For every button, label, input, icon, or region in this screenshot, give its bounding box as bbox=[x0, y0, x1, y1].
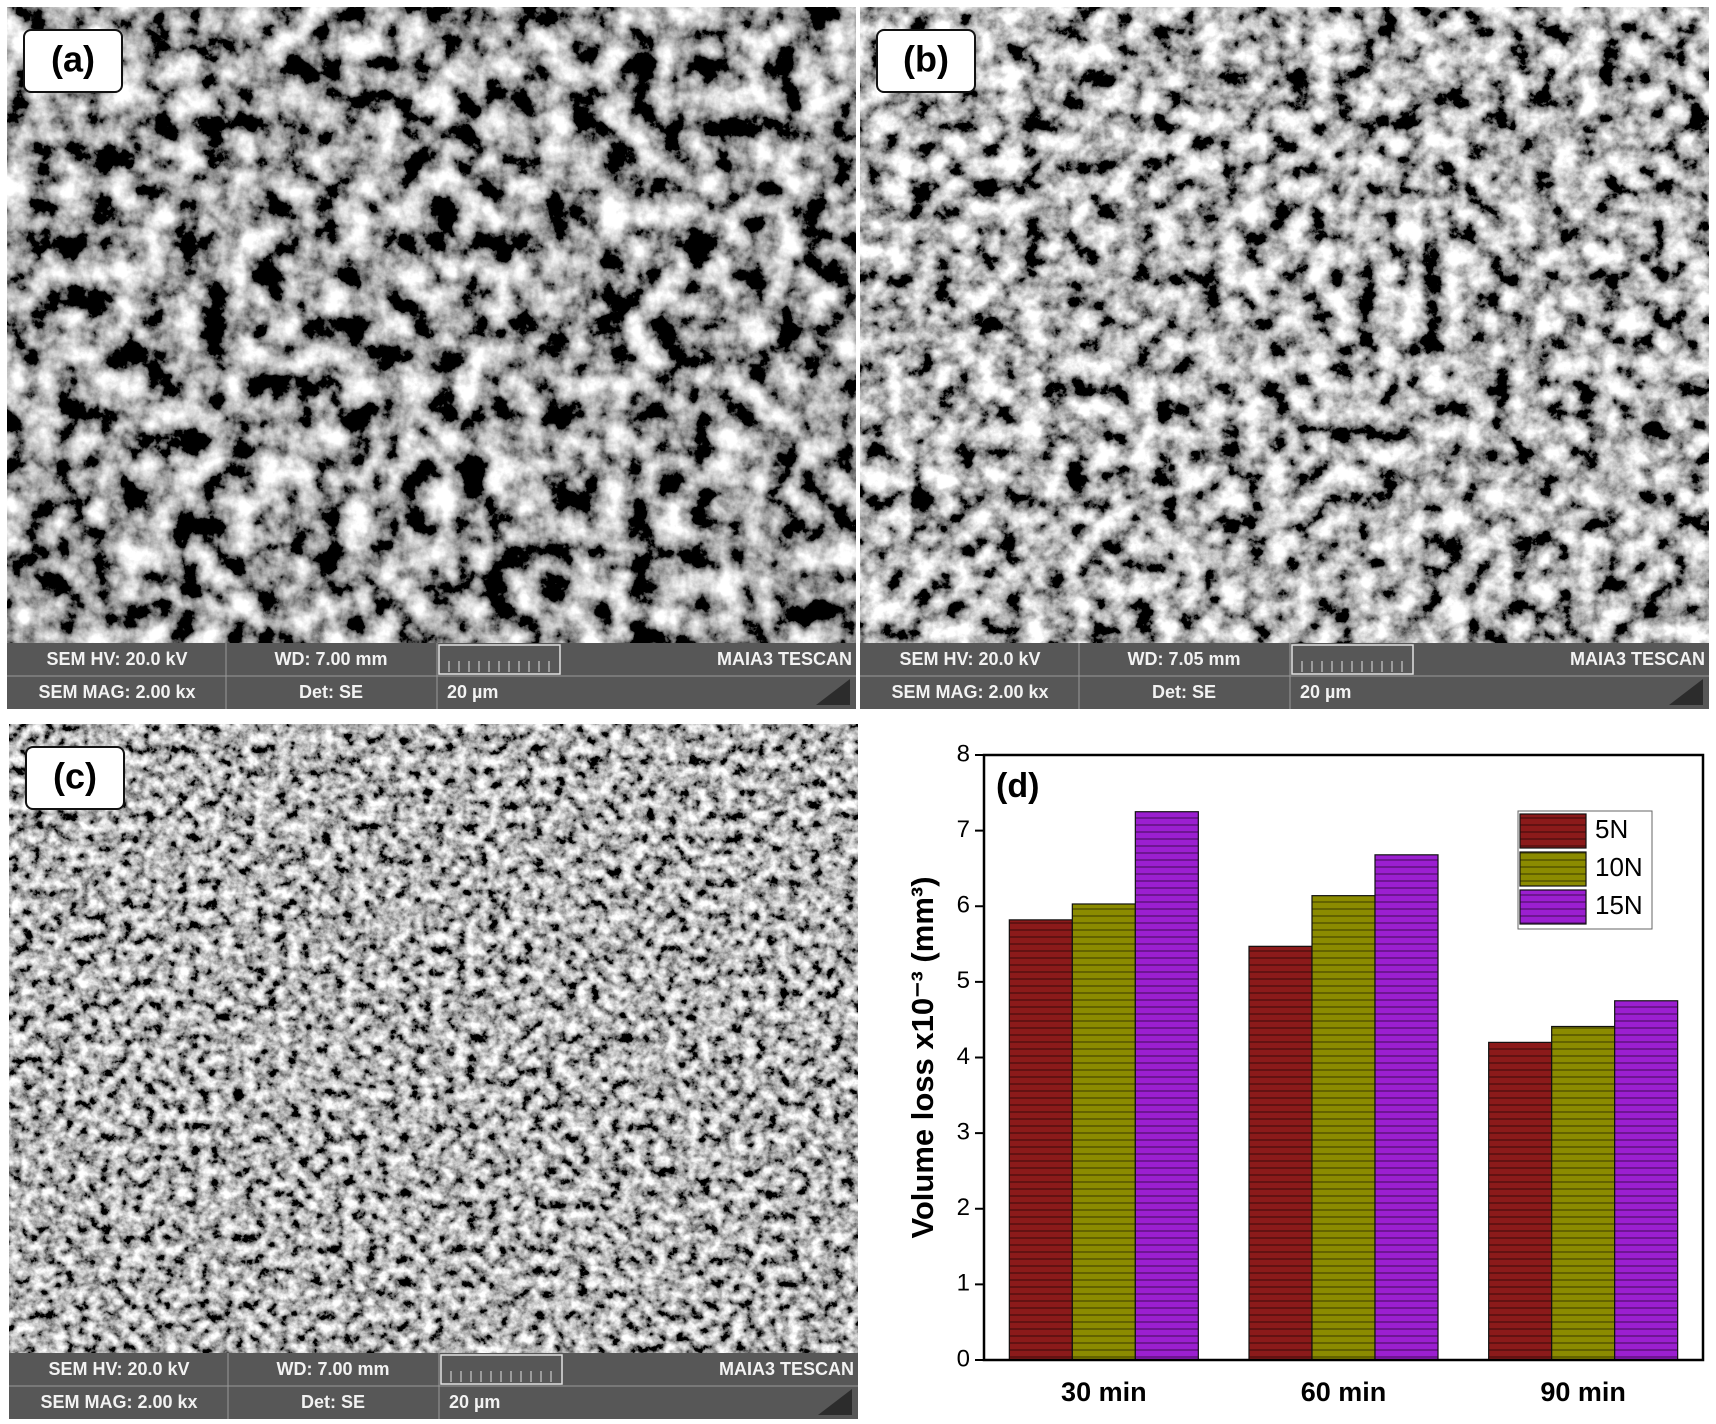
bar bbox=[1134, 811, 1199, 1361]
x-tick-label: 30 min bbox=[1061, 1377, 1147, 1407]
y-tick-label: 0 bbox=[957, 1345, 970, 1372]
x-tick-label: 90 min bbox=[1540, 1377, 1626, 1407]
plot-frame bbox=[982, 753, 1705, 1362]
y-tick-label: 7 bbox=[957, 816, 970, 843]
panel-label: (a) bbox=[51, 39, 95, 80]
info-vendor: MAIA3 TESCAN bbox=[1570, 649, 1705, 669]
sem-image bbox=[7, 7, 856, 643]
info-mag: SEM MAG: 2.00 kx bbox=[891, 682, 1048, 702]
y-tick-label: 3 bbox=[957, 1118, 970, 1145]
bar bbox=[1248, 945, 1313, 1361]
panel-label-box bbox=[25, 746, 125, 810]
scale-box bbox=[440, 1354, 563, 1385]
bar bbox=[1008, 919, 1073, 1361]
scale-box bbox=[438, 644, 561, 675]
info-hv: SEM HV: 20.0 kV bbox=[46, 649, 187, 669]
legend-label: 10N bbox=[1595, 852, 1643, 882]
info-hv: SEM HV: 20.0 kV bbox=[899, 649, 1040, 669]
sem-image bbox=[860, 7, 1709, 643]
bar bbox=[1311, 895, 1376, 1361]
bar bbox=[1071, 903, 1136, 1361]
info-vendor: MAIA3 TESCAN bbox=[719, 1359, 854, 1379]
info-scale: 20 µm bbox=[1300, 682, 1351, 702]
bar bbox=[1488, 1041, 1553, 1361]
legend-label: 15N bbox=[1595, 890, 1643, 920]
y-tick-label: 5 bbox=[957, 967, 970, 994]
info-det: Det: SE bbox=[301, 1392, 365, 1412]
bar bbox=[1614, 1000, 1679, 1361]
y-tick-label: 1 bbox=[957, 1270, 970, 1297]
y-tick-label: 6 bbox=[957, 892, 970, 919]
panel-label: (c) bbox=[53, 756, 97, 797]
info-wd: WD: 7.00 mm bbox=[276, 1359, 389, 1379]
scale-box bbox=[1291, 644, 1414, 675]
sem-image bbox=[9, 724, 858, 1353]
legend-swatch bbox=[1519, 851, 1587, 887]
info-hv: SEM HV: 20.0 kV bbox=[48, 1359, 189, 1379]
info-wd: WD: 7.00 mm bbox=[274, 649, 387, 669]
info-scale: 20 µm bbox=[449, 1392, 500, 1412]
y-axis-label: Volume loss x10⁻³ (mm³) bbox=[905, 876, 940, 1238]
vendor-logo bbox=[818, 1389, 852, 1415]
panel-label: (b) bbox=[903, 39, 949, 80]
legend-swatch bbox=[1519, 889, 1587, 925]
info-det: Det: SE bbox=[1152, 682, 1216, 702]
info-scale: 20 µm bbox=[447, 682, 498, 702]
vendor-logo bbox=[1669, 679, 1703, 705]
bar bbox=[1551, 1025, 1616, 1361]
bar bbox=[1374, 854, 1439, 1361]
y-tick-label: 8 bbox=[957, 740, 970, 767]
vendor-logo bbox=[816, 679, 850, 705]
info-wd: WD: 7.05 mm bbox=[1127, 649, 1240, 669]
panel-label-box bbox=[876, 29, 976, 93]
info-det: Det: SE bbox=[299, 682, 363, 702]
info-mag: SEM MAG: 2.00 kx bbox=[38, 682, 195, 702]
info-mag: SEM MAG: 2.00 kx bbox=[40, 1392, 197, 1412]
legend-label: 5N bbox=[1595, 814, 1628, 844]
legend-swatch bbox=[1519, 813, 1587, 849]
y-tick-label: 4 bbox=[957, 1043, 970, 1070]
chart-annotation: (d) bbox=[996, 767, 1039, 805]
panel-label-box bbox=[23, 29, 123, 93]
info-vendor: MAIA3 TESCAN bbox=[717, 649, 852, 669]
y-tick-label: 2 bbox=[957, 1194, 970, 1221]
x-tick-label: 60 min bbox=[1301, 1377, 1387, 1407]
